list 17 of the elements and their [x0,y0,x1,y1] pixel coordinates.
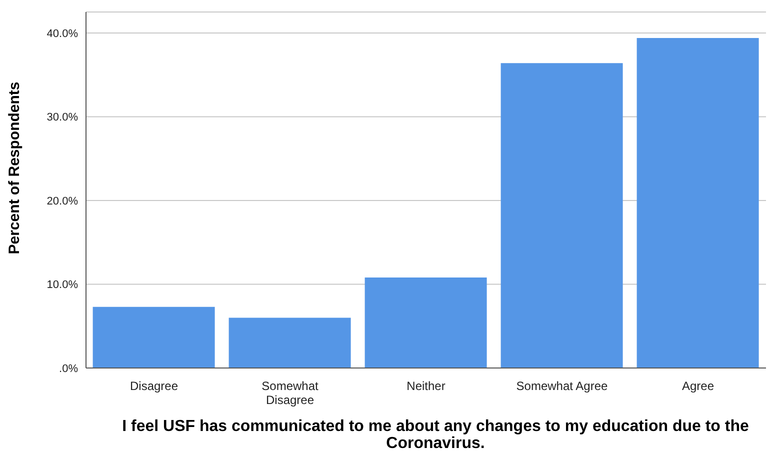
bar [92,306,215,368]
y-tick-label: 30.0% [46,112,78,124]
x-tick-label: Somewhat Disagree [262,379,320,407]
y-tick-label: 40.0% [46,28,78,40]
bar [500,63,623,368]
y-tick-label: .0% [59,362,78,375]
y-tick-label: 10.0% [46,279,78,292]
x-tick-label: Neither [406,379,446,393]
y-axis-title: Percent of Respondents [6,80,23,256]
bar [364,278,487,368]
y-tick-label: 20.0% [46,195,78,208]
bar [228,318,351,368]
x-axis-title: I feel USF has communicated to me about any changes to my education due to the Coronavirus. [121,418,750,452]
x-tick-label: Agree [682,379,714,393]
bar [636,38,759,368]
x-tick-label: Somewhat Agree [516,379,608,393]
x-tick-label: Disagree [130,379,178,393]
